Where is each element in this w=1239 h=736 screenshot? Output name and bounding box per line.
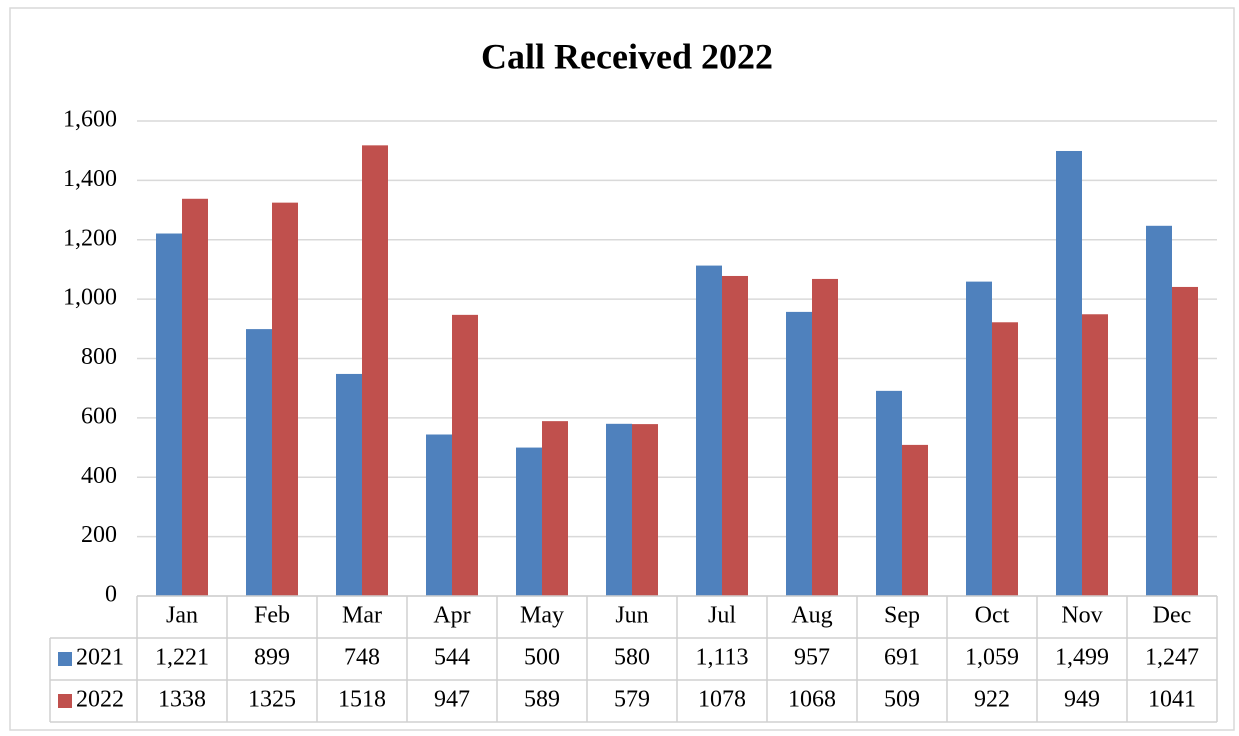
table-value: 580 <box>614 645 650 671</box>
y-tick-label: 1,000 <box>63 285 117 311</box>
x-tick-label: Nov <box>1061 603 1102 629</box>
table-value: 1338 <box>158 687 206 713</box>
y-tick-label: 0 <box>105 582 117 608</box>
x-tick-label: Apr <box>433 603 470 629</box>
y-tick-label: 600 <box>81 403 117 429</box>
bar <box>426 434 452 596</box>
y-tick-label: 1,200 <box>63 225 117 251</box>
table-value: 500 <box>524 645 560 671</box>
bar <box>1056 150 1082 596</box>
x-tick-label: Mar <box>342 603 382 629</box>
table-value: 1,499 <box>1055 645 1109 671</box>
legend-swatch <box>58 652 72 666</box>
x-tick-label: May <box>520 603 564 629</box>
table-value: 1078 <box>698 687 746 713</box>
x-tick-label: Oct <box>975 603 1010 629</box>
table-value: 1068 <box>788 687 836 713</box>
bar <box>722 275 748 596</box>
y-tick-label: 800 <box>81 344 117 370</box>
legend-label: 2021 <box>76 645 124 671</box>
bar <box>786 311 812 596</box>
x-tick-label: Feb <box>254 603 290 629</box>
table-value: 922 <box>974 687 1010 713</box>
bar <box>696 265 722 596</box>
x-tick-label: Jan <box>166 603 198 629</box>
bar <box>156 233 182 596</box>
x-tick-label: Jun <box>615 603 648 629</box>
table-value: 1,221 <box>155 645 209 671</box>
bar <box>182 198 208 596</box>
bar <box>336 373 362 596</box>
table-value: 691 <box>884 645 920 671</box>
chart-title: Call Received 2022 <box>481 36 773 76</box>
legend-swatch <box>58 694 72 708</box>
table-value: 579 <box>614 687 650 713</box>
y-tick-label: 1,400 <box>63 166 117 192</box>
bar <box>992 322 1018 596</box>
y-tick-label: 1,600 <box>63 107 117 133</box>
bar <box>272 202 298 596</box>
y-tick-label: 200 <box>81 522 117 548</box>
bar <box>966 281 992 596</box>
x-tick-label: Dec <box>1153 603 1192 629</box>
table-value: 1325 <box>248 687 296 713</box>
bar <box>1172 286 1198 596</box>
bar <box>606 423 632 596</box>
bar <box>876 390 902 596</box>
legend-label: 2022 <box>76 687 124 713</box>
bar <box>1082 314 1108 596</box>
bar <box>632 424 658 596</box>
bar <box>1146 225 1172 596</box>
table-value: 589 <box>524 687 560 713</box>
bar <box>362 145 388 596</box>
table-value: 947 <box>434 687 470 713</box>
table-value: 899 <box>254 645 290 671</box>
bar <box>516 447 542 596</box>
bar <box>902 444 928 596</box>
table-value: 949 <box>1064 687 1100 713</box>
bar <box>452 314 478 596</box>
table-value: 1,247 <box>1145 645 1199 671</box>
table-value: 1041 <box>1148 687 1196 713</box>
table-value: 957 <box>794 645 830 671</box>
x-tick-label: Jul <box>708 603 736 629</box>
chart-border <box>9 7 1235 731</box>
table-value: 1518 <box>338 687 386 713</box>
table-value: 1,059 <box>965 645 1019 671</box>
x-tick-label: Sep <box>884 603 920 629</box>
bar <box>246 329 272 596</box>
table-value: 544 <box>434 645 470 671</box>
table-value: 1,113 <box>695 645 748 671</box>
table-value: 748 <box>344 645 380 671</box>
y-tick-label: 400 <box>81 463 117 489</box>
table-value: 509 <box>884 687 920 713</box>
bar <box>812 278 838 596</box>
x-tick-label: Aug <box>791 603 832 629</box>
bar <box>542 421 568 596</box>
